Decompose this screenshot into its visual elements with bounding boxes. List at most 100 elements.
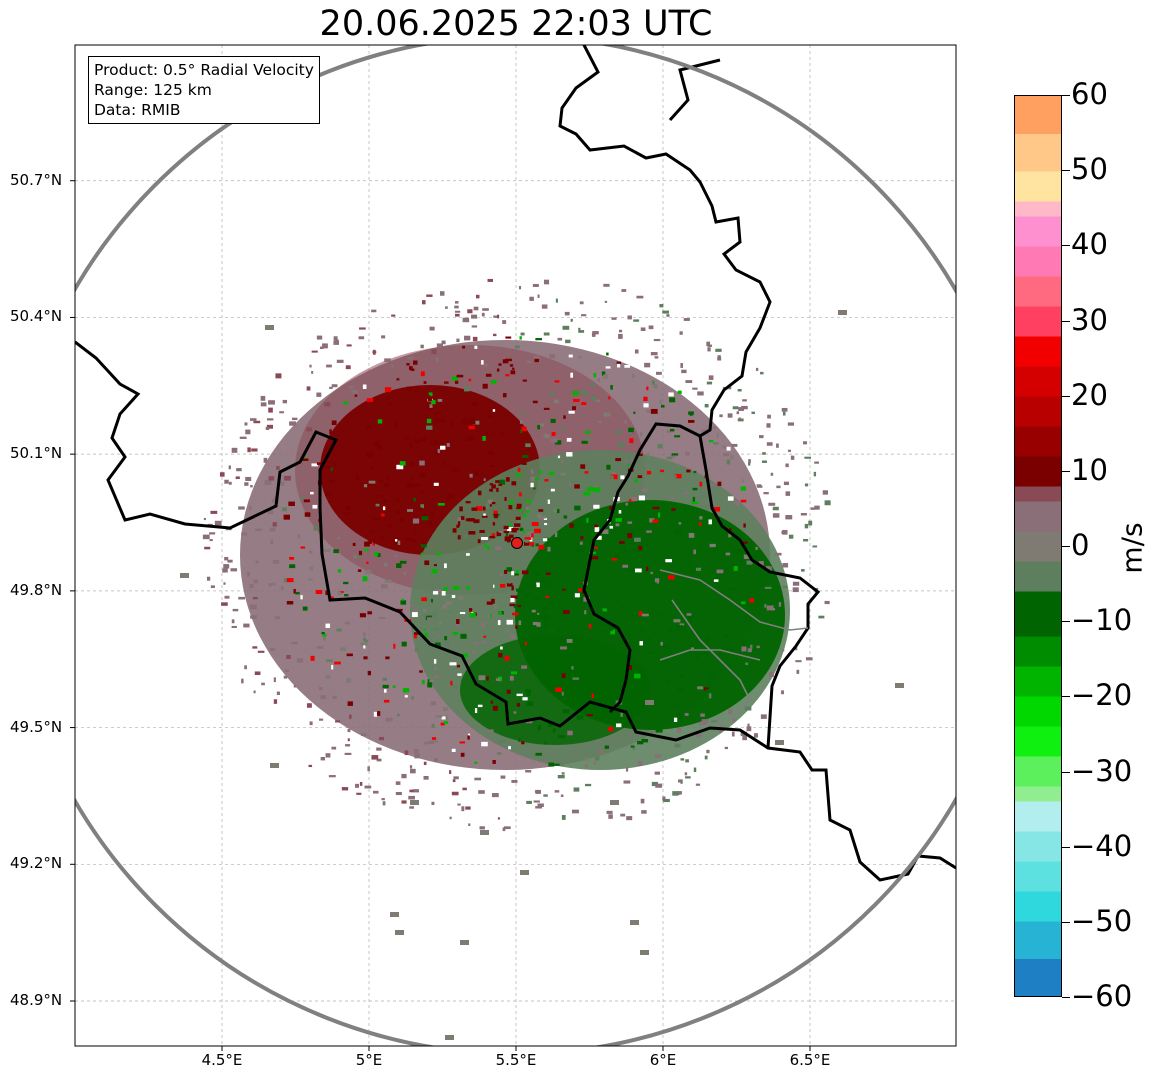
echo-pixel xyxy=(810,507,815,510)
echo-pixel xyxy=(375,503,380,507)
echo-pixel xyxy=(432,591,439,595)
echo-pixel xyxy=(788,534,794,539)
echo-pixel xyxy=(316,462,323,465)
echo-pixel xyxy=(615,723,622,728)
echo-pixel xyxy=(406,386,413,391)
echo-pixel xyxy=(716,618,719,622)
echo-pixel xyxy=(429,404,433,408)
echo-pixel xyxy=(506,619,513,625)
echo-pixel xyxy=(708,375,714,380)
echo-pixel xyxy=(574,505,581,511)
colorbar-tick xyxy=(1062,470,1070,472)
echo-pixel xyxy=(478,675,486,681)
echo-pixel xyxy=(495,480,501,483)
echo-pixel xyxy=(409,461,416,467)
echo-pixel xyxy=(459,612,466,615)
echo-pixel xyxy=(455,313,460,317)
echo-pixel xyxy=(280,586,284,590)
echo-pixel xyxy=(549,471,555,475)
echo-pixel xyxy=(440,445,446,450)
echo-pixel xyxy=(377,711,381,716)
echo-pixel xyxy=(506,583,513,587)
echo-pixel xyxy=(506,689,511,694)
echo-pixel xyxy=(514,523,521,527)
echo-pixel xyxy=(482,383,488,389)
echo-pixel xyxy=(632,547,639,551)
echo-pixel xyxy=(432,740,438,743)
echo-pixel xyxy=(414,647,418,652)
echo-pixel xyxy=(650,571,653,575)
echo-pixel xyxy=(586,714,593,717)
echo-pixel xyxy=(586,588,591,591)
echo-pixel xyxy=(382,506,386,511)
echo-pixel xyxy=(750,644,753,649)
echo-pixel xyxy=(541,304,548,309)
echo-pixel xyxy=(510,597,515,603)
velocity-colorbar xyxy=(1014,95,1062,997)
echo-pixel xyxy=(373,398,378,403)
echo-pixel xyxy=(792,581,800,586)
echo-pixel xyxy=(243,623,250,628)
echo-pixel xyxy=(431,569,438,574)
echo-pixel xyxy=(502,827,506,832)
echo-pixel xyxy=(330,467,333,472)
echo-pixel xyxy=(785,515,793,520)
echo-pixel xyxy=(566,437,572,442)
echo-pixel xyxy=(455,622,460,627)
echo-pixel xyxy=(646,566,649,572)
echo-pixel xyxy=(715,348,722,352)
echo-pixel xyxy=(534,572,540,576)
colorbar-segment xyxy=(1015,756,1061,787)
echo-pixel xyxy=(770,608,776,611)
echo-pixel xyxy=(380,584,388,589)
echo-pixel xyxy=(804,456,812,459)
echo-pixel xyxy=(639,667,646,672)
echo-pixel xyxy=(566,638,573,643)
echo-pixel xyxy=(401,641,407,647)
echo-pixel xyxy=(656,371,662,375)
echo-pixel xyxy=(334,661,341,665)
echo-pixel xyxy=(578,327,581,333)
echo-pixel xyxy=(473,519,480,524)
echo-pixel xyxy=(345,365,351,370)
echo-pixel xyxy=(309,364,312,368)
echo-pixel xyxy=(449,770,452,774)
echo-pixel xyxy=(462,787,467,791)
echo-pixel xyxy=(838,310,847,315)
echo-pixel xyxy=(550,602,555,606)
echo-pixel xyxy=(490,700,493,704)
echo-pixel xyxy=(709,672,716,676)
echo-pixel xyxy=(434,418,439,422)
echo-pixel xyxy=(522,697,528,701)
echo-pixel xyxy=(435,452,439,456)
echo-pixel xyxy=(261,682,265,686)
echo-pixel xyxy=(730,648,736,653)
echo-pixel xyxy=(775,740,784,745)
echo-pixel xyxy=(362,384,367,389)
echo-pixel xyxy=(668,392,674,397)
echo-pixel xyxy=(422,608,428,613)
echo-pixel xyxy=(395,791,402,796)
echo-pixel xyxy=(508,580,511,584)
echo-pixel xyxy=(202,534,210,540)
echo-pixel xyxy=(557,337,563,341)
echo-pixel xyxy=(677,390,682,394)
echo-pixel xyxy=(598,420,602,423)
echo-pixel xyxy=(702,652,709,656)
echo-pixel xyxy=(250,615,257,619)
echo-pixel xyxy=(752,553,759,558)
echo-pixel xyxy=(624,365,631,368)
echo-pixel xyxy=(535,752,542,756)
echo-pixel xyxy=(532,621,539,626)
echo-pixel xyxy=(431,349,437,354)
echo-pixel xyxy=(279,411,285,414)
echo-pixel xyxy=(441,340,446,345)
echo-pixel xyxy=(603,283,610,287)
echo-pixel xyxy=(516,569,519,574)
echo-pixel xyxy=(711,720,718,723)
echo-pixel xyxy=(524,689,531,694)
echo-pixel xyxy=(746,726,752,732)
echo-pixel xyxy=(533,597,540,601)
echo-pixel xyxy=(634,673,641,679)
echo-pixel xyxy=(761,460,767,463)
